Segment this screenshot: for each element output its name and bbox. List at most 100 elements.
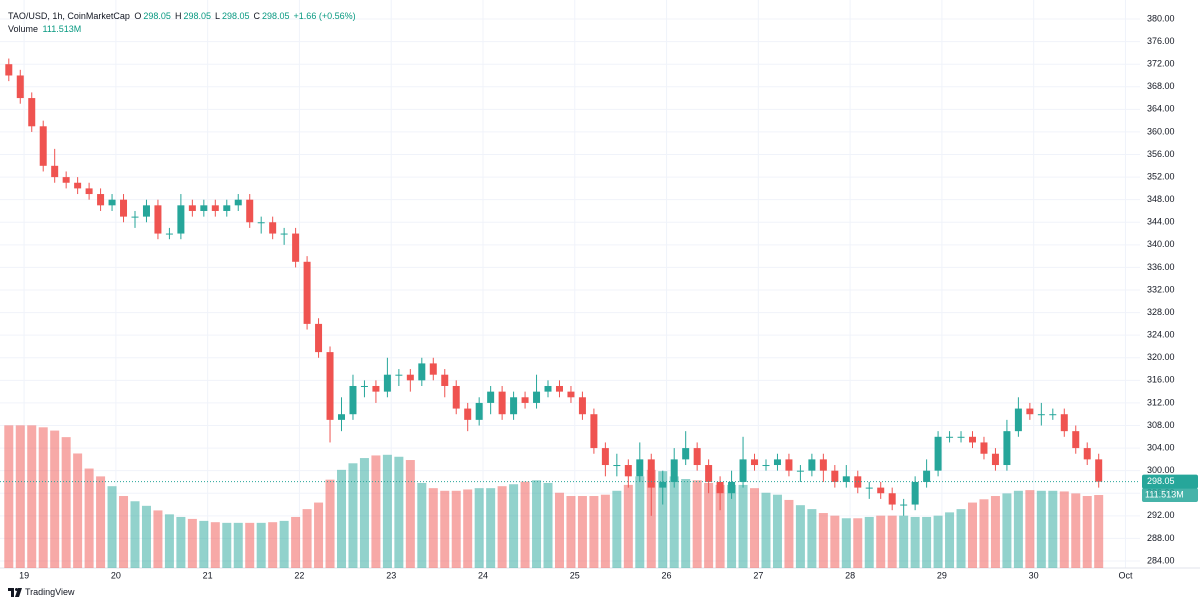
volume-bar [543, 482, 553, 568]
candle-body [269, 222, 277, 234]
candle-body [406, 374, 414, 381]
candle-body [1072, 431, 1080, 449]
candle-body [877, 487, 885, 494]
candle-body [28, 98, 36, 127]
volume-bar [210, 522, 220, 568]
candle-body [303, 261, 311, 324]
volume-bar [600, 494, 610, 568]
volume-bar [922, 516, 932, 568]
candle-body [693, 448, 701, 466]
x-tick-label: 25 [570, 570, 580, 580]
candle-body [464, 408, 472, 420]
candle-body [383, 374, 391, 392]
volume-bar [1094, 495, 1104, 568]
candle-body [498, 391, 506, 415]
candle-body [108, 199, 116, 206]
volume-bar [750, 488, 760, 568]
candle-body [234, 199, 242, 206]
candle-body [567, 391, 575, 398]
candle-body [62, 177, 70, 183]
volume-bar [4, 425, 14, 568]
candle-body [911, 481, 919, 505]
volume-bar [497, 486, 507, 568]
candle-body [395, 374, 403, 376]
y-tick-label: 328.00 [1147, 307, 1175, 317]
symbol-line: TAO/USD, 1h, CoinMarketCap O 298.05 H 298.0… [8, 10, 358, 23]
volume-bar [130, 501, 140, 568]
volume-bar [841, 518, 851, 568]
ohlc-label: O [134, 11, 142, 21]
candle-body [773, 459, 781, 466]
y-tick-label: 360.00 [1147, 126, 1175, 136]
volume-bar [646, 469, 656, 568]
volume-bar [727, 484, 737, 568]
ohlc-item: H 298.05 [175, 11, 213, 21]
volume-bar [176, 516, 186, 568]
volume-bar [990, 496, 1000, 568]
candle-body [590, 414, 598, 449]
ohlc-label: L [214, 11, 220, 21]
ohlc-label: H [174, 11, 182, 21]
ohlc-value: 298.05 [143, 11, 171, 21]
volume-bar [474, 488, 484, 568]
x-tick-label: 20 [111, 570, 121, 580]
brand: TradingView [25, 587, 75, 597]
candle-body [475, 402, 483, 420]
volume-bar [1002, 493, 1012, 568]
volume-bar [899, 515, 909, 568]
volume-bar [107, 486, 117, 568]
candle-body [624, 465, 632, 477]
candle-body [5, 64, 13, 76]
volume-bar [279, 520, 289, 568]
candle-body [544, 385, 552, 392]
candle-body [946, 436, 954, 438]
volume-bar [658, 471, 668, 568]
volume-bar [233, 522, 243, 568]
volume-bar [141, 505, 151, 568]
candle-body [601, 448, 609, 466]
volume-bar [371, 455, 381, 568]
volume-bar [73, 453, 83, 568]
volume-bar [486, 488, 496, 568]
y-tick-label: 292.00 [1147, 510, 1175, 520]
candle-body [785, 459, 793, 471]
candle-body [934, 436, 942, 471]
y-tick-label: 288.00 [1147, 533, 1175, 543]
volume-bar [245, 522, 255, 568]
volume-bar [1082, 496, 1092, 568]
candle-body [865, 487, 873, 489]
y-tick-label: 368.00 [1147, 81, 1175, 91]
volume-bar [359, 458, 369, 568]
volume-bar [979, 499, 989, 568]
candle-body [991, 453, 999, 466]
x-tick-label: 21 [203, 570, 213, 580]
volume-bar [532, 480, 542, 568]
volume-bar [268, 522, 278, 568]
x-tick-label: 22 [294, 570, 304, 580]
candle-body [292, 233, 300, 262]
volume-bar [945, 512, 955, 568]
volume-bar [761, 492, 771, 568]
candle-body [1003, 431, 1011, 466]
y-tick-label: 352.00 [1147, 171, 1175, 181]
candle-body [555, 385, 563, 392]
volume-bar [784, 499, 794, 568]
candle-body [659, 481, 667, 488]
candle-body [728, 481, 736, 494]
ohlc-label: C [253, 11, 261, 21]
footer: TradingView [8, 587, 75, 597]
candle-body [142, 205, 150, 217]
volume-bar [738, 484, 748, 568]
candle-body [326, 352, 334, 420]
candle-body [1026, 408, 1034, 415]
candle-body [578, 397, 586, 415]
candle-body [165, 233, 173, 235]
volume-bar [956, 509, 966, 568]
volume-bar [1036, 490, 1046, 568]
volume-bar [348, 463, 358, 568]
volume-bar [554, 492, 564, 568]
candle-body [188, 205, 196, 211]
candle-body [223, 205, 231, 211]
x-tick-label: 26 [662, 570, 672, 580]
ohlc-value: 298.05 [183, 11, 211, 21]
